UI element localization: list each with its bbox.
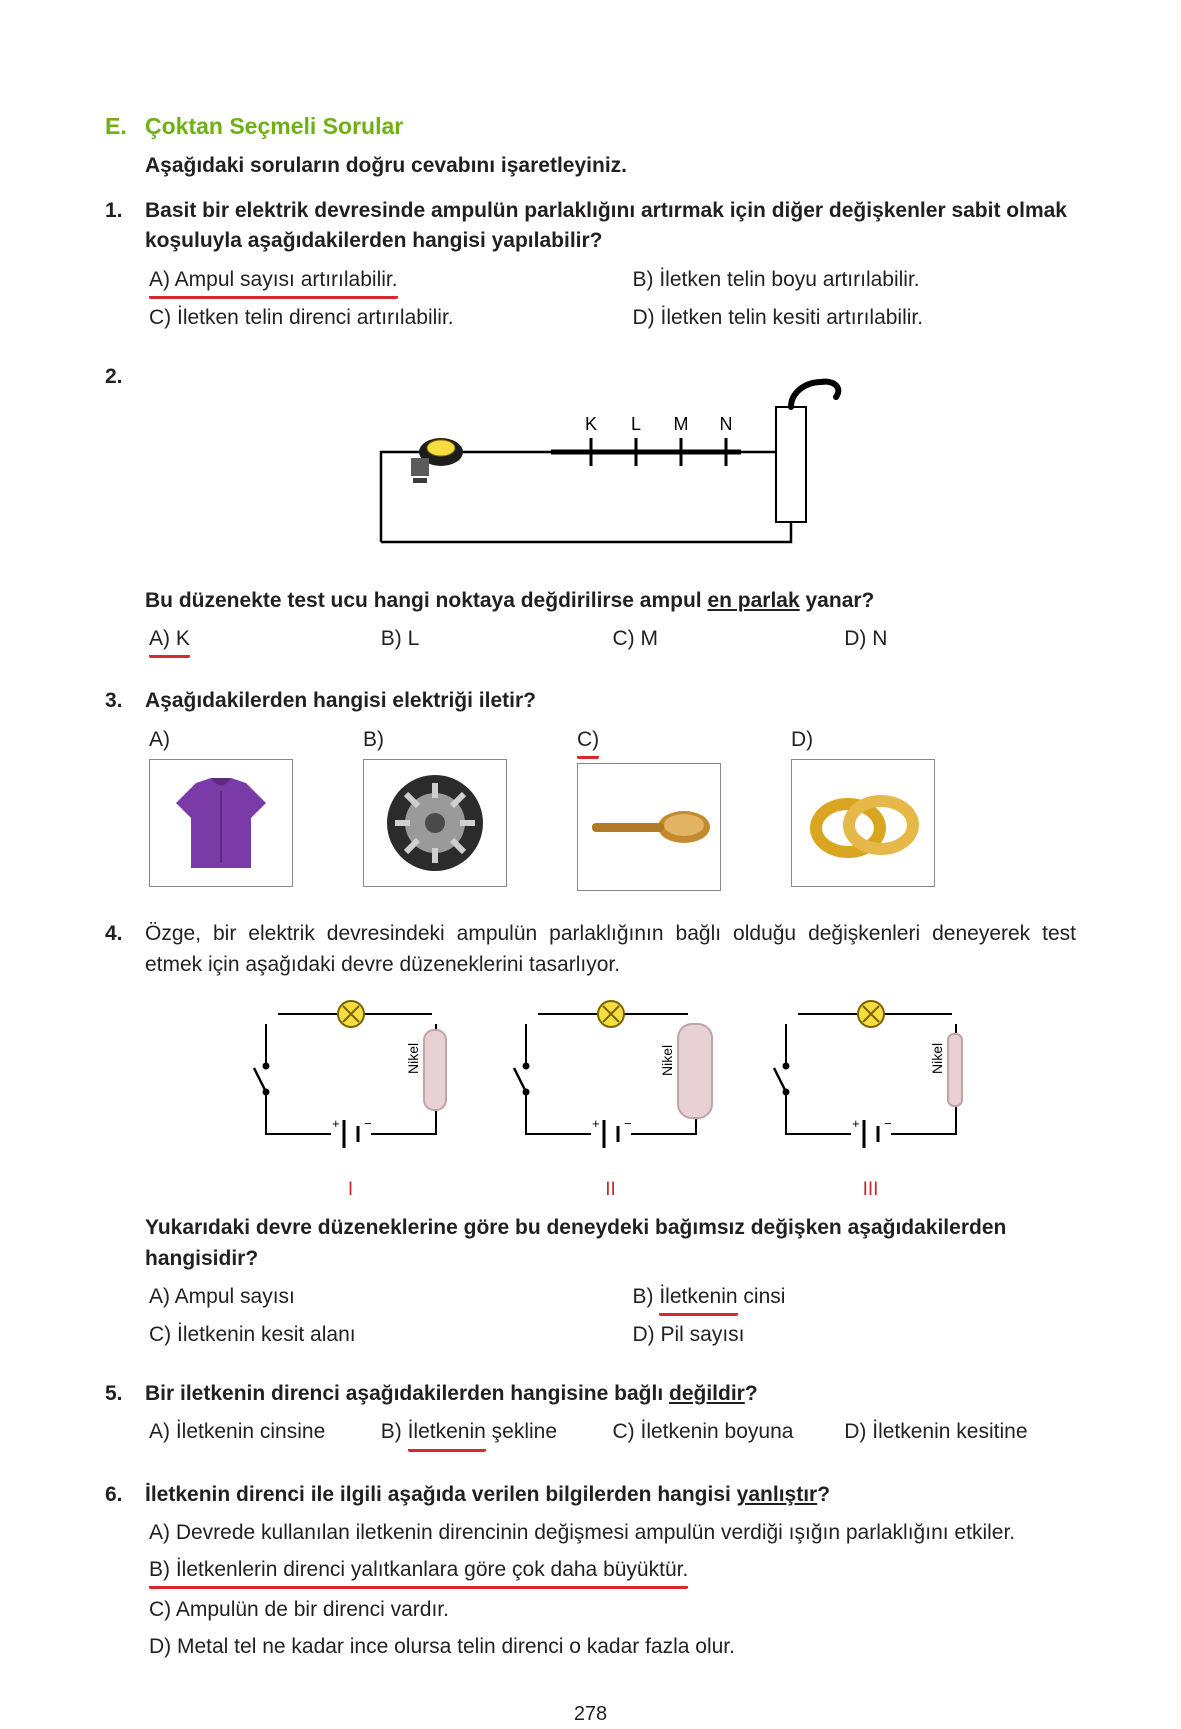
q1-option-a-text: A) Ampul sayısı artırılabilir. — [149, 265, 398, 299]
q4-option-d: D) Pil sayısı — [633, 1320, 1077, 1350]
q4-number: 4. — [105, 919, 131, 1351]
q4-plus-2: + — [592, 1116, 600, 1131]
page-number: 278 — [105, 1700, 1076, 1729]
spoon-icon — [584, 797, 714, 857]
q2-label-k: K — [584, 414, 596, 434]
q1-number: 1. — [105, 196, 131, 334]
question-1: 1. Basit bir elektrik devresinde ampulün… — [105, 196, 1076, 334]
q4-b-pre: B) — [633, 1285, 660, 1308]
q2-option-a-text: A) K — [149, 624, 190, 658]
q5-stem: Bir iletkenin direnci aşağıdakilerden ha… — [145, 1379, 1076, 1409]
q2-option-b: B) L — [381, 624, 613, 658]
section-header: E. Çoktan Seçmeli Sorular — [105, 110, 1076, 143]
question-2: 2. K L M N Bu düzenekte test ucu ha — [105, 362, 1076, 659]
q5-b-post: şekline — [486, 1420, 557, 1443]
question-4: 4. Özge, bir elektrik devresindeki ampul… — [105, 919, 1076, 1351]
q4-b-post: cinsi — [738, 1285, 786, 1308]
q4-circuit-3: Nikel + − III — [766, 994, 976, 1203]
q5-b-und: İletkenin — [408, 1417, 486, 1451]
q4-plus-1: + — [332, 1116, 340, 1131]
section-letter: E. — [105, 110, 131, 143]
q2-stem-post: yanar? — [800, 589, 875, 612]
q3-label-c: C) — [577, 725, 721, 759]
tire-icon — [380, 768, 490, 878]
q4-roman-3: III — [766, 1176, 976, 1204]
question-5: 5. Bir iletkenin direnci aşağıdakilerden… — [105, 1379, 1076, 1452]
q2-label-m: M — [673, 414, 688, 434]
q1-stem: Basit bir elektrik devresinde ampulün pa… — [145, 196, 1076, 257]
q2-label-l: L — [630, 414, 640, 434]
q3-label-a: A) — [149, 725, 293, 755]
q6-stem-post: ? — [817, 1483, 830, 1506]
section-title: Çoktan Seçmeli Sorular — [145, 110, 403, 143]
q2-circuit-diagram: K L M N — [351, 372, 871, 572]
q4-plus-3: + — [852, 1116, 860, 1131]
q2-option-d: D) N — [844, 624, 1076, 658]
q6-option-a: A) Devrede kullanılan iletkenin direncin… — [149, 1518, 1076, 1548]
q3-label-c-text: C) — [577, 725, 599, 759]
q5-stem-post: ? — [745, 1382, 758, 1405]
q3-label-b: B) — [363, 725, 507, 755]
q6-stem-pre: İletkenin direnci ile ilgili aşağıda ver… — [145, 1483, 737, 1506]
q3-option-a: A) — [149, 725, 293, 891]
q4-stem: Yukarıdaki devre düzeneklerine göre bu d… — [145, 1213, 1076, 1274]
q1-option-c: C) İletken telin direnci artırılabilir. — [149, 303, 593, 333]
q3-stem: Aşağıdakilerden hangisi elektriği iletir… — [145, 686, 1076, 716]
q4-circuit-2: Nikel + − II — [506, 994, 716, 1203]
instruction: Aşağıdaki soruların doğru cevabını işare… — [145, 151, 1076, 181]
q5-number: 5. — [105, 1379, 131, 1452]
q2-stem: Bu düzenekte test ucu hangi noktaya değd… — [145, 586, 1076, 616]
q4-nickel-2: Nikel — [659, 1045, 675, 1076]
q4-minus-1: − — [364, 1116, 372, 1131]
q4-minus-2: − — [624, 1116, 632, 1131]
q4-option-a: A) Ampul sayısı — [149, 1282, 593, 1316]
q6-option-b: B) İletkenlerin direnci yalıtkanlara gör… — [149, 1555, 1076, 1589]
q2-option-a: A) K — [149, 624, 381, 658]
q2-option-c: C) M — [613, 624, 845, 658]
q3-label-d: D) — [791, 725, 935, 755]
question-3: 3. Aşağıdakilerden hangisi elektriği ile… — [105, 686, 1076, 891]
q4-roman-2: II — [506, 1176, 716, 1204]
q6-stem-und: yanlıştır — [737, 1483, 818, 1506]
q5-option-c: C) İletkenin boyuna — [613, 1417, 845, 1451]
q4-b-und: İletkenin — [659, 1282, 737, 1316]
q6-option-d: D) Metal tel ne kadar ince olursa telin … — [149, 1632, 1076, 1662]
q5-option-a: A) İletkenin cinsine — [149, 1417, 381, 1451]
q5-option-d: D) İletkenin kesitine — [844, 1417, 1076, 1451]
shirt-icon — [166, 773, 276, 873]
q2-label-n: N — [719, 414, 732, 434]
q6-stem: İletkenin direnci ile ilgili aşağıda ver… — [145, 1480, 1076, 1510]
q4-minus-3: − — [884, 1116, 892, 1131]
q6-option-b-text: B) İletkenlerin direnci yalıtkanlara gör… — [149, 1555, 688, 1589]
rings-icon — [803, 783, 923, 863]
q1-option-a: A) Ampul sayısı artırılabilir. — [149, 265, 593, 299]
q4-roman-1: I — [246, 1176, 456, 1204]
q5-stem-pre: Bir iletkenin direnci aşağıdakilerden ha… — [145, 1382, 669, 1405]
q6-option-c: C) Ampulün de bir direnci vardır. — [149, 1595, 1076, 1625]
q3-option-c: C) — [577, 725, 721, 891]
question-6: 6. İletkenin direnci ile ilgili aşağıda … — [105, 1480, 1076, 1662]
q4-option-c: C) İletkenin kesit alanı — [149, 1320, 593, 1350]
q2-stem-pre: Bu düzenekte test ucu hangi noktaya değd… — [145, 589, 707, 612]
q5-b-pre: B) — [381, 1420, 408, 1443]
q6-number: 6. — [105, 1480, 131, 1662]
q5-stem-und: değildir — [669, 1382, 745, 1405]
q4-nickel-3: Nikel — [929, 1043, 945, 1074]
q2-stem-underline: en parlak — [707, 589, 799, 612]
q1-option-b: B) İletken telin boyu artırılabilir. — [633, 265, 1077, 299]
q4-option-b: B) İletkenin cinsi — [633, 1282, 1077, 1316]
q3-option-b: B) — [363, 725, 507, 891]
q4-intro: Özge, bir elektrik devresindeki ampulün … — [145, 919, 1076, 980]
q3-number: 3. — [105, 686, 131, 891]
q2-number: 2. — [105, 362, 131, 659]
q3-option-d: D) — [791, 725, 935, 891]
q4-circuit-1: Nikel + − I — [246, 994, 456, 1203]
q5-option-b: B) İletkenin şekline — [381, 1417, 613, 1451]
q4-nickel-1: Nikel — [405, 1043, 421, 1074]
q1-option-d: D) İletken telin kesiti artırılabilir. — [633, 303, 1077, 333]
